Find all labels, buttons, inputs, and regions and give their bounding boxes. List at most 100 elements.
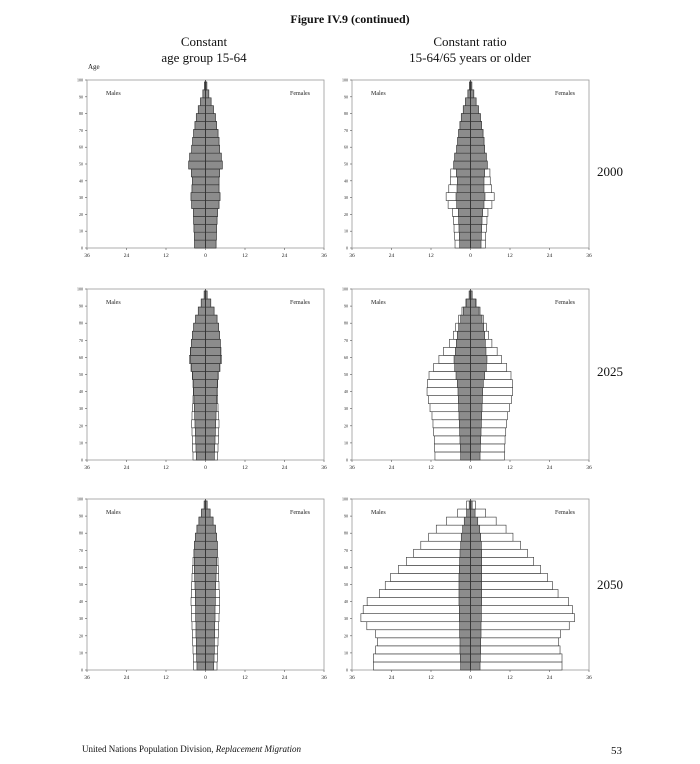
y-tick-label: 100 [77,78,83,83]
male-base-bar [459,435,471,445]
female-base-bar [205,184,220,193]
y-tick-label: 0 [81,668,83,673]
male-base-bar [465,298,471,308]
y-tick-label: 100 [77,287,83,292]
female-base-bar [470,184,485,193]
female-base-bar [470,129,484,138]
x-tick-label: 24 [547,675,553,681]
male-base-bar [458,223,471,233]
female-scenario-bar [470,605,573,614]
female-base-bar [470,168,485,178]
y-tick-label: 30 [344,406,348,411]
male-base-bar [458,129,471,138]
female-base-bar [470,419,482,429]
male-base-bar [460,113,471,122]
male-base-bar [458,589,471,598]
x-tick-label: 12 [507,675,513,681]
x-tick-label: 12 [242,465,248,471]
male-base-bar [193,379,206,388]
y-tick-label: 50 [344,162,348,167]
female-base-bar [470,97,477,107]
male-base-bar [463,516,471,526]
males-label: Males [371,91,386,97]
female-base-bar [470,231,482,241]
male-base-bar [465,97,471,107]
male-base-bar [454,152,471,162]
male-base-bar [195,113,206,122]
female-base-bar [205,239,217,249]
x-tick-label: 24 [124,675,130,681]
male-base-bar [191,184,206,193]
x-tick-label: 36 [84,253,90,259]
female-base-bar [470,540,482,550]
y-tick-label: 90 [344,94,348,99]
male-scenario-bar [360,613,471,623]
female-base-bar [470,387,483,396]
female-base-bar [205,443,216,453]
male-base-bar [191,144,206,154]
female-base-bar [205,387,218,396]
female-base-bar [470,565,482,574]
female-base-bar [470,451,481,461]
x-tick-label: 24 [389,675,395,681]
x-tick-label: 24 [282,465,288,471]
male-base-bar [195,621,206,631]
female-base-bar [205,653,215,663]
x-tick-label: 36 [84,465,90,471]
male-base-bar [454,363,471,372]
y-tick-label: 90 [344,304,348,309]
female-scenario-bar [470,661,563,671]
females-label: Females [290,300,311,306]
x-tick-label: 36 [586,675,592,681]
female-base-bar [205,540,218,550]
x-tick-label: 24 [124,465,130,471]
female-base-bar [205,105,214,114]
female-base-bar [470,589,482,598]
female-base-bar [470,629,482,639]
male-base-bar [192,371,206,380]
male-scenario-bar [362,605,471,614]
female-base-bar [470,557,482,566]
y-tick-label: 50 [79,162,83,167]
male-base-bar [191,338,206,348]
male-base-bar [453,160,471,170]
y-tick-label: 10 [79,650,83,655]
female-base-bar [205,597,216,606]
female-base-bar [205,355,221,364]
female-base-bar [470,208,483,217]
female-base-bar [205,314,218,324]
female-base-bar [470,144,485,154]
female-base-bar [205,208,218,217]
y-tick-label: 100 [77,497,83,502]
male-base-bar [458,411,471,421]
male-base-bar [457,330,471,340]
column-header-constant-ratio: Constant ratio 15-64/65 years or older [350,34,590,66]
male-base-bar [195,637,206,647]
female-base-bar [205,637,215,647]
female-base-bar [470,338,486,348]
female-base-bar [205,629,216,639]
male-scenario-bar [375,629,471,639]
male-base-bar [194,411,206,421]
female-base-bar [470,524,481,534]
female-base-bar [470,371,485,380]
male-base-bar [200,298,206,308]
female-base-bar [205,605,216,614]
female-base-bar [205,403,217,413]
female-base-bar [205,379,218,388]
male-base-bar [195,629,206,639]
female-base-bar [470,160,488,170]
males-label: Males [106,300,121,306]
x-tick-label: 36 [349,465,355,471]
y-tick-label: 20 [79,423,83,428]
footer-source: United Nations Population Division, Repl… [82,744,301,754]
male-base-bar [196,653,206,663]
female-base-bar [205,347,221,356]
male-base-bar [190,355,206,364]
male-scenario-bar [390,573,471,582]
female-base-bar [470,239,482,249]
male-base-bar [194,581,206,590]
male-base-bar [193,322,206,332]
female-scenario-bar [470,645,561,655]
